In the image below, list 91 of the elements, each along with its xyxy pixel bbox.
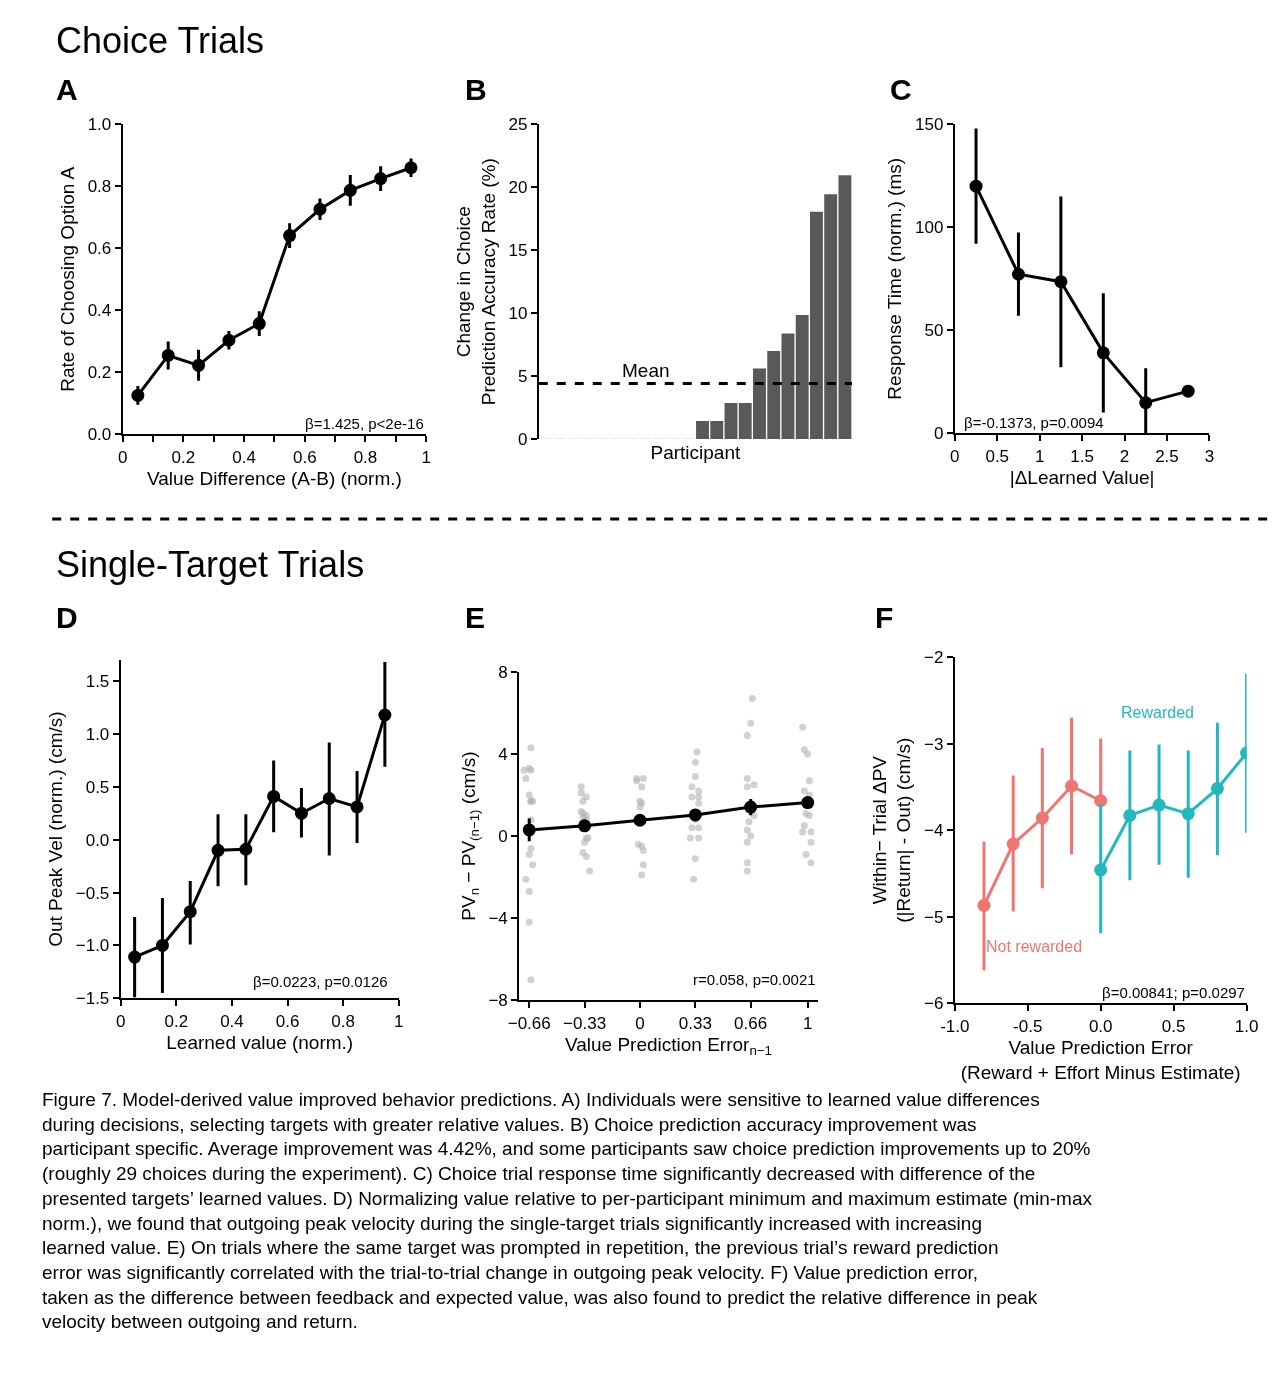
text: Choice Trials (56, 20, 265, 61)
x-tick-label: −0.66 (507, 1013, 551, 1033)
x-axis-title: Value Prediction Error (Reward + Effort Minus Estimate) (960, 1036, 1241, 1083)
y-tick-label: 0.0 (87, 425, 112, 445)
x-tick-label: 0.4 (232, 447, 256, 467)
y-tick-label: −8 (488, 991, 508, 1011)
y-tick-label: 0 (498, 827, 508, 847)
y-axis-title: Response Time (norm.) (ms) (884, 157, 906, 400)
y-tick-label: −0.5 (75, 883, 110, 903)
y-tick-label: 100 (915, 218, 944, 238)
x-tick-label: 0.2 (164, 1011, 189, 1031)
x-tick-label: 0.33 (678, 1013, 712, 1033)
y-tick-label: −1.5 (75, 989, 110, 1009)
y-tick-label: −6 (924, 994, 944, 1014)
y-tick-label: −4 (924, 821, 944, 841)
x-tick-label: 1 (394, 1011, 404, 1031)
y-tick-label: −4 (488, 909, 508, 929)
x-tick-label: 1 (421, 447, 431, 467)
y-tick-label: 0.8 (87, 177, 112, 197)
x-tick-label: 0.8 (353, 447, 378, 467)
x-tick-label: 3 (1204, 446, 1215, 466)
y-tick-label: −5 (924, 907, 944, 927)
y-tick-label: 10 (508, 304, 528, 324)
annotation: β=1.425, p<2e-16 (305, 415, 424, 432)
y-axis-title: Within− Trial ΔPV (|Return| - Out) (cm/s) (868, 737, 915, 923)
x-tick-label: -0.5 (1013, 1016, 1043, 1036)
y-tick-label: 25 (508, 115, 528, 135)
y-tick-label: −1.0 (75, 936, 110, 956)
x-tick-label: 0 (635, 1013, 645, 1033)
chart-title: F (875, 601, 894, 634)
x-tick-label: 0.66 (734, 1013, 768, 1033)
x-tick-label: 2 (1119, 446, 1130, 466)
y-tick-label: 1.0 (87, 115, 112, 135)
y-tick-label: 0.0 (85, 830, 110, 850)
x-tick-label: 0.6 (292, 447, 317, 467)
x-axis-title: |ΔLearned Value| (1009, 466, 1155, 488)
y-tick-label: 0.4 (87, 301, 112, 321)
x-tick-label: 1.5 (1070, 446, 1094, 466)
x-tick-label: 0.0 (1088, 1016, 1113, 1036)
chart-title: E (465, 601, 486, 634)
x-tick-label: 0.8 (331, 1011, 355, 1031)
y-tick-label: 150 (915, 115, 944, 135)
x-tick-label: 2.5 (1155, 446, 1179, 466)
y-tick-label: −3 (924, 734, 944, 754)
annotation: β=0.00841; p=0.0297 (1102, 984, 1245, 1001)
y-tick-label: 1.5 (85, 672, 110, 692)
text: Single-Target Trials (56, 544, 365, 585)
y-tick-label: 20 (508, 178, 528, 198)
y-tick-label: 0 (517, 430, 528, 449)
x-tick-label: 0.6 (275, 1011, 300, 1031)
y-axis-title: Change in Choice Prediction Accuracy Rate (%) (453, 158, 499, 406)
x-tick-label: 1 (1034, 446, 1045, 466)
chart-title: D (56, 601, 78, 634)
y-axis-title: Rate of Choosing Option A (57, 166, 78, 392)
x-tick-label: 0 (116, 1011, 126, 1031)
y-tick-label: 0.6 (87, 239, 112, 259)
x-tick-label: 0.4 (220, 1011, 244, 1031)
annotation: β=-0.1373, p=0.0094 (964, 414, 1104, 431)
y-axis-title: Out Peak Vel (norm.) (cm/s) (45, 711, 67, 947)
y-tick-label: 8 (498, 662, 508, 682)
x-axis-title: Value Difference (A-B) (norm.) (147, 467, 402, 489)
x-tick-label: 0 (117, 447, 128, 467)
x-axis-title: Value Prediction Error$_{n−1}$ (564, 1033, 772, 1058)
y-tick-label: 1.0 (85, 724, 110, 744)
x-axis-title: Learned value (norm.) (166, 1032, 354, 1054)
annotation: r=0.058, p=0.0021 (693, 971, 816, 988)
y-tick-label: 0.5 (85, 777, 110, 797)
ref-line-label: Mean (622, 360, 670, 381)
text: Figure 7. Model-derived value improved behavior predictions. A) Individuals were sensitive to learned value differences during decisions, selecting targets with greater relative values. B) Choice prediction accuracy improvement was participant specific. Average improvement was 4.42%, and some participants saw choice prediction improvements up to 20% (roughly 29 choices during the experiment). C) Choice trial response time significantly decreased with difference of the presented targets’ learned values. D) Normalizing value relative to per-participant minimum and maximum estimate (min-max norm.), we found that outgoing peak velocity during the single-target trials significantly increased with increasing learned value. E) On trials where the same target was prompted in repetition, the previous trial’s reward prediction error was significantly correlated with the trial-to-trial change in outgoing peak velocity. F) Value prediction error, taken as the difference between feedback and expected value, was also found to predict the relative difference in peak velocity between outgoing and return. (42, 1089, 1092, 1333)
x-axis-title: Participant (650, 441, 741, 463)
chart-title: B (465, 73, 487, 106)
x-tick-label: 0.2 (171, 447, 196, 467)
legend-label: Rewarded (1121, 704, 1194, 721)
x-tick-label: 0.5 (985, 446, 1010, 466)
x-tick-label: 1 (802, 1013, 813, 1033)
x-tick-label: −0.33 (563, 1013, 607, 1033)
chart-title: A (56, 73, 78, 106)
series-label: Not rewarded (986, 938, 1083, 955)
y-tick-label: 0.2 (87, 363, 112, 383)
y-tick-label: 4 (498, 744, 508, 764)
x-tick-label: 0.5 (1161, 1016, 1186, 1036)
y-tick-label: 5 (517, 367, 528, 387)
annotation: β=0.0223, p=0.0126 (253, 973, 388, 990)
y-tick-label: 15 (508, 241, 528, 261)
y-tick-label: −2 (924, 647, 944, 667)
x-tick-label: 0 (950, 446, 960, 466)
x-tick-label: -1.0 (940, 1016, 970, 1036)
y-tick-label: 50 (924, 321, 944, 341)
x-tick-label: 1.0 (1234, 1016, 1259, 1036)
chart-title: C (890, 73, 912, 106)
y-tick-label: 0 (933, 424, 944, 444)
